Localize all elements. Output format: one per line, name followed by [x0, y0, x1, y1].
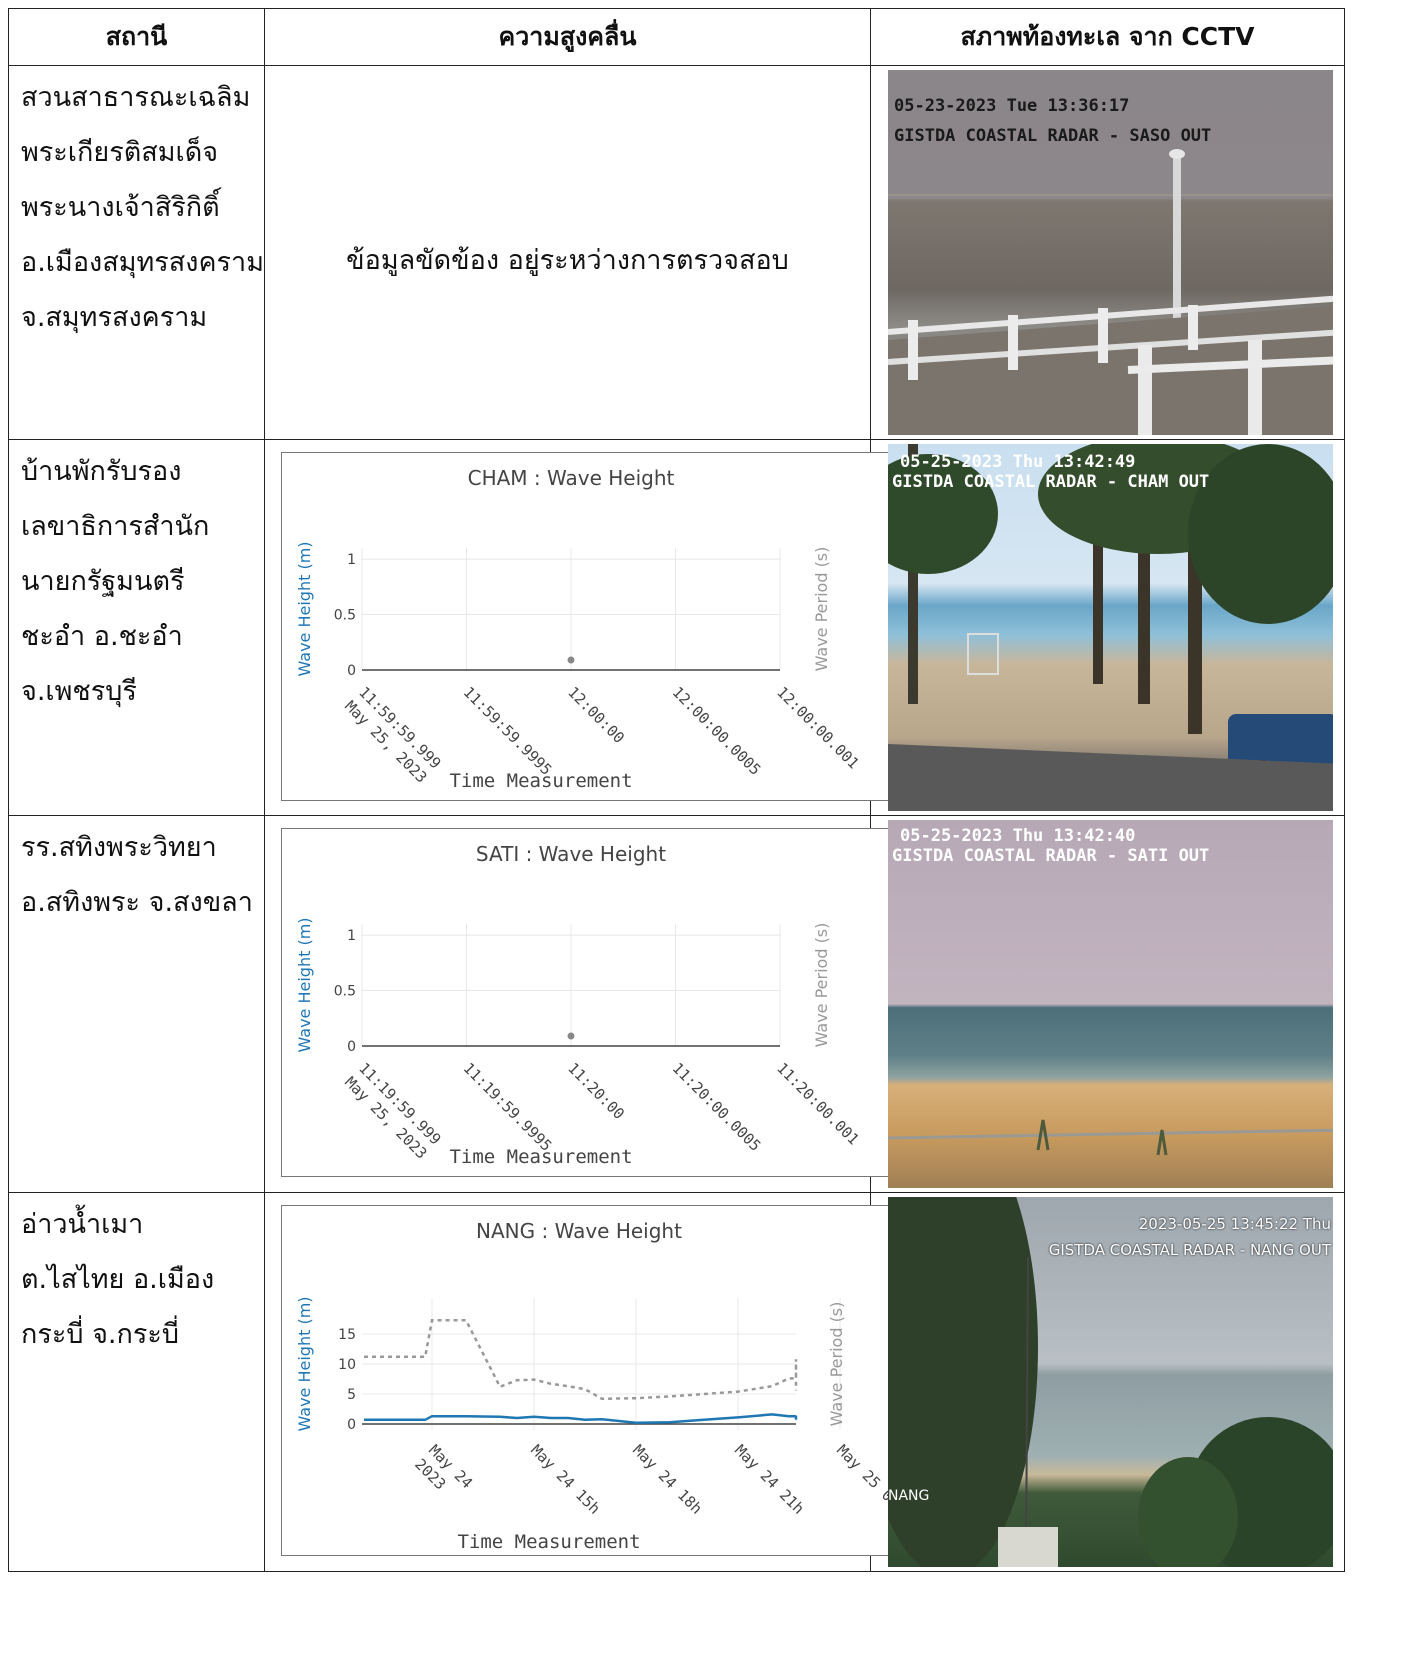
station-row-cham: บ้านพักรับรอง เลขาธิการสำนัก นายกรัฐมนตร… [8, 439, 1345, 816]
y-tick-label: 0 [347, 1039, 356, 1055]
cctv-cell: 05-25-2023 Thu 13:42:49 GISTDA COASTAL R… [870, 439, 1345, 816]
station-line: นายกรัฐมนตรี [21, 566, 185, 597]
y-tick-label: 0 [347, 1417, 356, 1433]
station-name: บ้านพักรับรอง เลขาธิการสำนัก นายกรัฐมนตร… [8, 439, 265, 816]
chart-title: NANG : Wave Height [476, 1219, 682, 1243]
station-line: ชะอำ อ.ชะอำ [21, 621, 183, 652]
x-tick-label: 11:20:00.001 [773, 1059, 862, 1148]
header-cctv: สภาพท้องทะเล จาก CCTV [870, 8, 1345, 66]
cctv-label: GISTDA COASTAL RADAR - CHAM OUT [892, 472, 1210, 492]
cctv-label: GISTDA COASTAL RADAR - SASO OUT [894, 126, 1212, 146]
series-line-wave-period [364, 1318, 798, 1401]
wave-report-table: สถานี ความสูงคลื่น สภาพท้องทะเล จาก CCTV… [8, 8, 1345, 1572]
beach-illustration [888, 1119, 1333, 1156]
y-axis-title: Wave Height (m) [295, 1296, 314, 1431]
wave-cell: CHAM : Wave Height 0 0.5 1 11:59:59.999 May 2… [264, 439, 900, 816]
wave-cell: ข้อมูลขัดข้อง อยู่ระหว่างการตรวจสอบ [264, 65, 871, 440]
x-tick-label: 11:59:59.9995 [460, 683, 556, 779]
y2-axis-title: Wave Period (s) [812, 923, 831, 1048]
cctv-cell: 05-23-2023 Tue 13:36:17 GISTDA COASTAL R… [870, 65, 1345, 440]
station-name: อ่าวน้ำเมา ต.ไสไทย อ.เมือง กระบี่ จ.กระบ… [8, 1192, 265, 1572]
cctv-timestamp: 05-25-2023 Thu 13:42:40 [900, 826, 1136, 846]
x-tick-label: May 24 18h [629, 1441, 706, 1518]
y-tick-label: 1 [347, 928, 356, 944]
cctv-cell: 05-25-2023 Thu 13:42:40 GISTDA COASTAL R… [870, 815, 1345, 1193]
station-line: พระนางเจ้าสิริกิติ์ [21, 192, 220, 223]
y-tick-label: 0.5 [334, 608, 356, 624]
series-line-wave-height [364, 1413, 798, 1425]
station-line: บ้านพักรับรอง [21, 456, 182, 487]
x-tick-label: May 24 15h [527, 1441, 604, 1518]
cctv-label: GISTDA COASTAL RADAR - SATI OUT [892, 846, 1210, 866]
station-line: อ่าวน้ำเมา [21, 1209, 144, 1240]
y2-axis-title: Wave Period (s) [812, 547, 831, 672]
station-line: อ.เมืองสมุทรสงคราม [21, 247, 264, 278]
station-line: รร.สทิงพระวิทยา [21, 832, 217, 863]
station-line: กระบี่ จ.กระบี่ [21, 1319, 179, 1350]
station-name: รร.สทิงพระวิทยา อ.สทิงพระ จ.สงขลา [8, 815, 265, 1193]
beach-trees-illustration [888, 444, 1333, 811]
x-axis-title: Time Measurement [449, 1146, 632, 1168]
station-line: จ.เพชรบุรี [21, 676, 137, 707]
y-tick-label: 10 [338, 1357, 356, 1373]
x-tick-label: 11:20:00.0005 [669, 1059, 765, 1155]
forest-illustration [888, 1197, 1333, 1567]
y-tick-label: 15 [338, 1327, 356, 1343]
x-tick-label: 11:20:00 [564, 1059, 628, 1123]
cctv-corner-label: NANG [888, 1488, 930, 1504]
x-tick-label: May 24 21h [731, 1441, 808, 1518]
station-line: สวนสาธารณะเฉลิม [21, 82, 251, 113]
y-axis-title: Wave Height (m) [295, 917, 314, 1052]
x-axis-title: Time Measurement [449, 770, 632, 792]
header-row: สถานี ความสูงคลื่น สภาพท้องทะเล จาก CCTV [8, 8, 1345, 66]
chart-nang: NANG : Wave Height 0 5 10 15 May 24 2023 May 24… [281, 1205, 910, 1556]
header-wave-height: ความสูงคลื่น [264, 8, 871, 66]
cctv-timestamp: 2023-05-25 13:45:22 Thu [1138, 1215, 1331, 1233]
cctv-image-saso: 05-23-2023 Tue 13:36:17 GISTDA COASTAL R… [888, 70, 1333, 435]
x-axis-title: Time Measurement [457, 1531, 640, 1553]
data-point [567, 1032, 575, 1040]
pier-illustration [888, 149, 1333, 435]
data-point [567, 656, 575, 664]
x-tick-label: 12:00:00.001 [773, 683, 862, 772]
cctv-image-cham: 05-25-2023 Thu 13:42:49 GISTDA COASTAL R… [888, 444, 1333, 811]
y-tick-label: 0 [347, 663, 356, 679]
cctv-label: GISTDA COASTAL RADAR - NANG OUT [1048, 1241, 1331, 1259]
wave-cell: NANG : Wave Height 0 5 10 15 May 24 2023 May 24… [264, 1192, 910, 1572]
cctv-image-nang: 2023-05-25 13:45:22 Thu GISTDA COASTAL R… [888, 1197, 1333, 1567]
cctv-image-sati: 05-25-2023 Thu 13:42:40 GISTDA COASTAL R… [888, 820, 1333, 1188]
station-row-nang: อ่าวน้ำเมา ต.ไสไทย อ.เมือง กระบี่ จ.กระบ… [8, 1192, 1345, 1572]
x-tick-label: 11:19:59.9995 [460, 1059, 556, 1155]
station-row-sati: รร.สทิงพระวิทยา อ.สทิงพระ จ.สงขลา SATI :… [8, 815, 1345, 1193]
y-tick-label: 5 [347, 1387, 356, 1403]
y-tick-label: 1 [347, 552, 356, 568]
cctv-timestamp: 05-23-2023 Tue 13:36:17 [894, 96, 1130, 116]
chart-cham: CHAM : Wave Height 0 0.5 1 11:59:59.999 May 2… [281, 452, 900, 801]
station-name: สวนสาธารณะเฉลิม พระเกียรติสมเด็จ พระนางเ… [8, 65, 265, 440]
y2-axis-title: Wave Period (s) [827, 1302, 846, 1427]
cctv-timestamp: 05-25-2023 Thu 13:42:49 [900, 452, 1136, 472]
header-station: สถานี [8, 8, 265, 66]
chart-sati: SATI : Wave Height 0 0.5 1 11:19:59.999 May 2… [281, 828, 900, 1177]
chart-title: SATI : Wave Height [476, 842, 666, 866]
station-line: พระเกียรติสมเด็จ [21, 137, 219, 168]
y-tick-label: 0.5 [334, 984, 356, 1000]
station-line: เลขาธิการสำนัก [21, 511, 210, 542]
no-data-message: ข้อมูลขัดข้อง อยู่ระหว่างการตรวจสอบ [346, 245, 789, 276]
station-line: อ.สทิงพระ จ.สงขลา [21, 887, 253, 918]
cctv-cell: 2023-05-25 13:45:22 Thu GISTDA COASTAL R… [870, 1192, 1345, 1572]
station-line: ต.ไสไทย อ.เมือง [21, 1264, 215, 1295]
x-tick-label: 12:00:00 [564, 683, 628, 747]
x-tick-label: 12:00:00.0005 [669, 683, 765, 779]
wave-cell: SATI : Wave Height 0 0.5 1 11:19:59.999 May 2… [264, 815, 900, 1193]
station-line: จ.สมุทรสงคราม [21, 302, 208, 333]
chart-title: CHAM : Wave Height [468, 466, 675, 490]
y-axis-title: Wave Height (m) [295, 541, 314, 676]
station-row-saso: สวนสาธารณะเฉลิม พระเกียรติสมเด็จ พระนางเ… [8, 65, 1345, 440]
